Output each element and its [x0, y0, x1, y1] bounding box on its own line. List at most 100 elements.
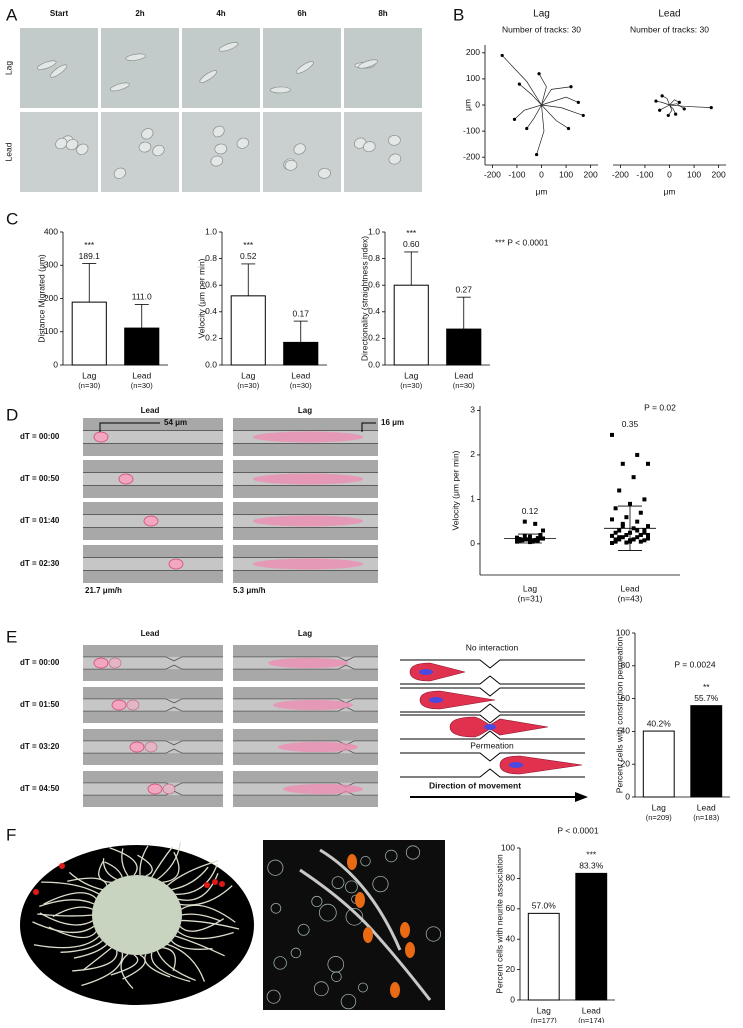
channel-wall [400, 752, 585, 778]
cell [152, 144, 165, 157]
track-end [566, 126, 571, 131]
p-value-note: *** P < 0.0001 [495, 237, 549, 247]
x-tick-note: (n=30) [290, 381, 312, 390]
track [538, 73, 547, 106]
y-tick-label: 1.0 [205, 226, 217, 236]
neurite [178, 918, 225, 932]
y-tick-label: 200 [466, 47, 480, 57]
track [541, 96, 579, 106]
cell [141, 128, 154, 140]
x-tick-label: Lead [454, 370, 473, 380]
y-tick-label: 100 [44, 326, 58, 336]
track [514, 104, 542, 120]
data-point [631, 537, 636, 542]
x-tick-label: -100 [636, 169, 653, 179]
data-point [624, 515, 629, 520]
cell [363, 141, 376, 153]
cell [126, 699, 140, 711]
data-point [635, 519, 640, 524]
data-point [613, 530, 618, 535]
neurite [82, 947, 113, 971]
cell [108, 657, 122, 669]
neurite [170, 939, 213, 950]
microscopy-image [101, 112, 179, 192]
cell [340, 993, 357, 1010]
track-end [658, 108, 662, 112]
panel-letter: F [6, 825, 16, 844]
data-point [620, 535, 625, 540]
y-tick-label: 0.4 [368, 306, 380, 316]
time-label: dT = 00:00 [20, 432, 60, 441]
channel-wall [83, 656, 223, 670]
y-tick-label: 100 [466, 73, 480, 83]
panel-letter: A [6, 5, 18, 24]
cell [405, 845, 421, 860]
speed-label: 5.3 μm/h [233, 586, 266, 595]
neurite [73, 943, 108, 959]
time-label: dT = 02:30 [20, 559, 60, 568]
neurite [162, 851, 180, 883]
data-point [642, 538, 647, 543]
y-axis-label: Velocity (μm per min) [450, 450, 460, 530]
data-point [642, 530, 647, 535]
cell [253, 515, 363, 527]
cell [129, 741, 145, 753]
track-end [682, 107, 686, 111]
channel-wall [83, 698, 223, 712]
cell [147, 783, 163, 795]
x-tick-label: Lag [404, 370, 418, 380]
microscopy-image [182, 28, 260, 108]
cell [385, 849, 398, 863]
neurite [109, 847, 138, 876]
track-end [569, 85, 573, 89]
data-point [610, 540, 614, 545]
time-label: dT = 01:40 [20, 516, 60, 525]
y-tick-label: 80 [506, 873, 516, 883]
cell [273, 956, 287, 970]
cell [267, 859, 284, 876]
explant [92, 875, 182, 955]
cell [214, 143, 228, 155]
scale-bar [99, 422, 160, 432]
data-point [525, 537, 530, 542]
channel-wall [233, 656, 378, 670]
data-point [638, 532, 643, 537]
x-tick-note: (n=183) [693, 813, 720, 822]
column-header: Lag [298, 406, 312, 415]
channel [83, 557, 223, 571]
y-tick-label: 60 [506, 903, 516, 913]
data-point [515, 536, 519, 541]
y-tick-label: 0 [625, 791, 630, 801]
data-point [617, 488, 622, 493]
neurite [39, 899, 95, 907]
x-tick-note: (n=30) [78, 381, 100, 390]
track-end [537, 72, 541, 76]
y-tick-label: 20 [506, 964, 516, 974]
p-value: P = 0.0024 [674, 659, 715, 669]
y-tick-label: 100 [616, 627, 630, 637]
cell [168, 558, 184, 570]
neurite [156, 842, 182, 881]
y-tick-label: 0 [510, 994, 515, 1004]
data-point [517, 537, 522, 542]
y-tick-label: 0 [475, 99, 480, 109]
track-end [660, 94, 664, 98]
x-tick-note: (n=30) [400, 381, 422, 390]
data-point [610, 432, 614, 437]
channel [83, 698, 223, 712]
x-tick-note: (n=30) [131, 381, 153, 390]
data-point [646, 536, 650, 541]
y-tick-label: 0.2 [368, 333, 380, 343]
neurite [39, 912, 94, 926]
data-point [541, 528, 545, 533]
data-point [533, 538, 538, 543]
bar [575, 872, 608, 1001]
neurite [33, 935, 100, 949]
neurite [60, 939, 104, 953]
panel-letter: E [6, 627, 17, 646]
cell [425, 926, 442, 942]
chart-title: Lead [658, 9, 680, 20]
cell [270, 86, 291, 94]
cell-dot [33, 889, 39, 895]
data-point [635, 535, 640, 540]
